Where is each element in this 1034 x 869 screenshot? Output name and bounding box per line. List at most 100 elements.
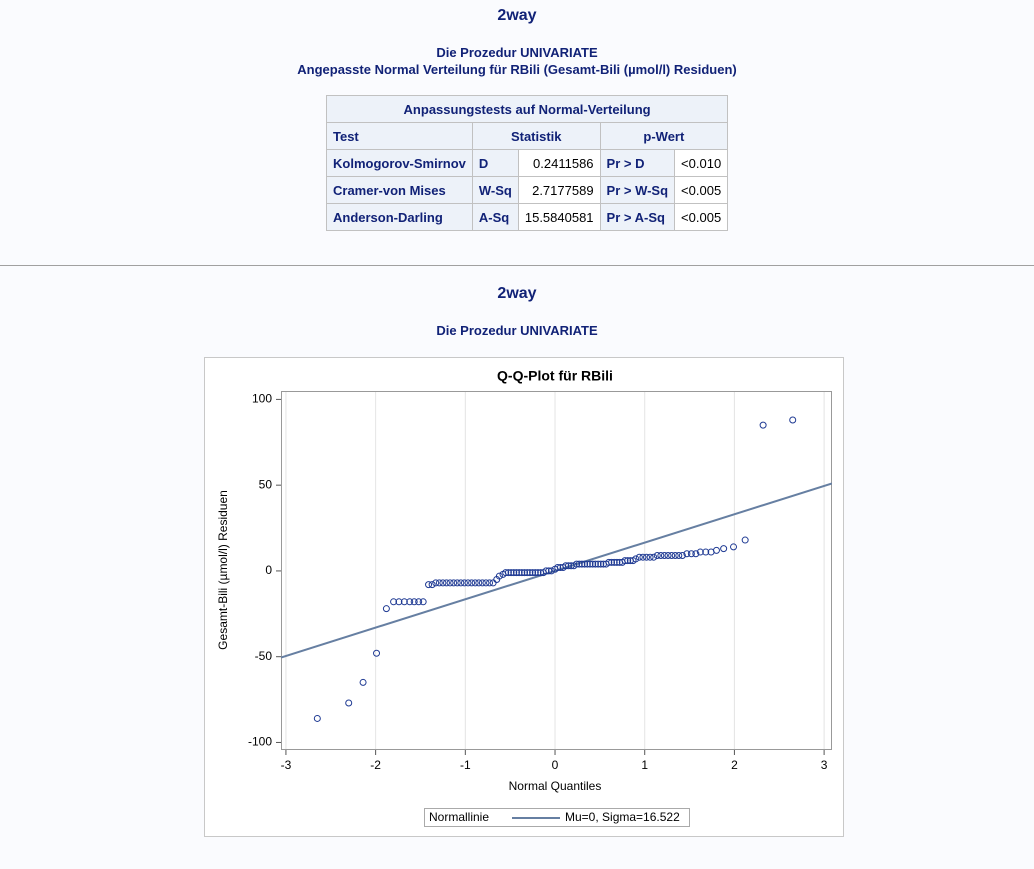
point (453, 579, 461, 587)
point (789, 416, 797, 424)
point (605, 558, 613, 566)
x-tick-label: -2 (370, 758, 381, 772)
point (692, 550, 700, 558)
cell: 0.2411586 (517, 149, 601, 177)
point (664, 551, 672, 559)
point (482, 579, 490, 587)
cell: Pr > W-Sq (599, 176, 676, 204)
cell: <0.010 (674, 149, 729, 177)
cell: Pr > D (599, 149, 676, 177)
point (415, 598, 423, 606)
point (653, 551, 661, 559)
y-tick-label: 0 (265, 563, 272, 577)
cell: W-Sq (471, 176, 519, 204)
point (562, 562, 570, 570)
cell: Pr > A-Sq (599, 203, 676, 231)
cell: A-Sq (471, 203, 519, 231)
point (696, 548, 704, 556)
point (425, 581, 433, 589)
point (610, 558, 618, 566)
point (660, 551, 668, 559)
legend-label: Mu=0, Sigma=16.522 (565, 810, 680, 824)
point (657, 551, 665, 559)
point (475, 579, 483, 587)
cell: D (471, 149, 519, 177)
point (419, 598, 427, 606)
point (613, 558, 621, 566)
point (591, 560, 599, 568)
x-tick-label: 1 (641, 758, 648, 772)
point (594, 560, 602, 568)
chart-frame (204, 357, 844, 837)
point (720, 545, 728, 553)
point (687, 550, 695, 558)
point (621, 557, 629, 565)
point (534, 569, 542, 577)
point (608, 558, 616, 566)
point (435, 579, 443, 587)
y-tick-label: 100 (252, 392, 272, 406)
column-header: Statistik (471, 122, 601, 150)
point (583, 560, 591, 568)
point (678, 551, 686, 559)
point (573, 560, 581, 568)
point (468, 579, 476, 587)
point (668, 551, 676, 559)
cell: Anderson-Darling (326, 203, 473, 231)
point (439, 579, 447, 587)
point (671, 551, 679, 559)
cell: Kolmogorov-Smirnov (326, 149, 473, 177)
point (586, 560, 594, 568)
point (547, 567, 555, 575)
point (373, 649, 381, 657)
point (646, 553, 654, 561)
point (702, 548, 710, 556)
legend-title: Normallinie (429, 810, 489, 824)
point (464, 579, 472, 587)
point (683, 550, 691, 558)
point (359, 678, 367, 686)
point (635, 553, 643, 561)
point (432, 579, 440, 587)
point (382, 605, 390, 613)
cell: 15.5840581 (517, 203, 601, 231)
point (564, 562, 572, 570)
procedure-title: Die Prozedur UNIVARIATE (436, 323, 598, 338)
point (589, 560, 597, 568)
point (395, 598, 403, 606)
point (575, 560, 583, 568)
point (460, 579, 468, 587)
subtitle: Angepasste Normal Verteilung für RBili (… (297, 62, 737, 77)
point (507, 569, 515, 577)
point (597, 560, 605, 568)
x-axis-label: Normal Quantiles (509, 779, 602, 793)
point (523, 569, 531, 577)
point (650, 553, 658, 561)
x-tick-label: 2 (731, 758, 738, 772)
point (545, 567, 553, 575)
point (345, 699, 353, 707)
point (478, 579, 486, 587)
procedure-title: Die Prozedur UNIVARIATE (436, 45, 598, 60)
point (632, 555, 640, 563)
page-title: 2way (497, 7, 537, 24)
x-tick-label: 0 (552, 758, 559, 772)
y-tick-label: 50 (259, 477, 273, 491)
point (542, 567, 550, 575)
cell: Cramer-von Mises (326, 176, 473, 204)
point (450, 579, 458, 587)
point (428, 581, 436, 589)
table-title: Anpassungstests auf Normal-Verteilung (325, 95, 729, 123)
point (624, 557, 632, 565)
plot-area (281, 391, 832, 750)
point (759, 421, 767, 429)
point (442, 579, 450, 587)
point (730, 543, 738, 551)
point (410, 598, 418, 606)
fit-table: Anpassungstests auf Normal-Verteilung Te… (325, 95, 729, 231)
point (390, 598, 398, 606)
chart-title: Q-Q-Plot für RBili (497, 368, 613, 384)
point (518, 569, 526, 577)
point (712, 546, 720, 554)
